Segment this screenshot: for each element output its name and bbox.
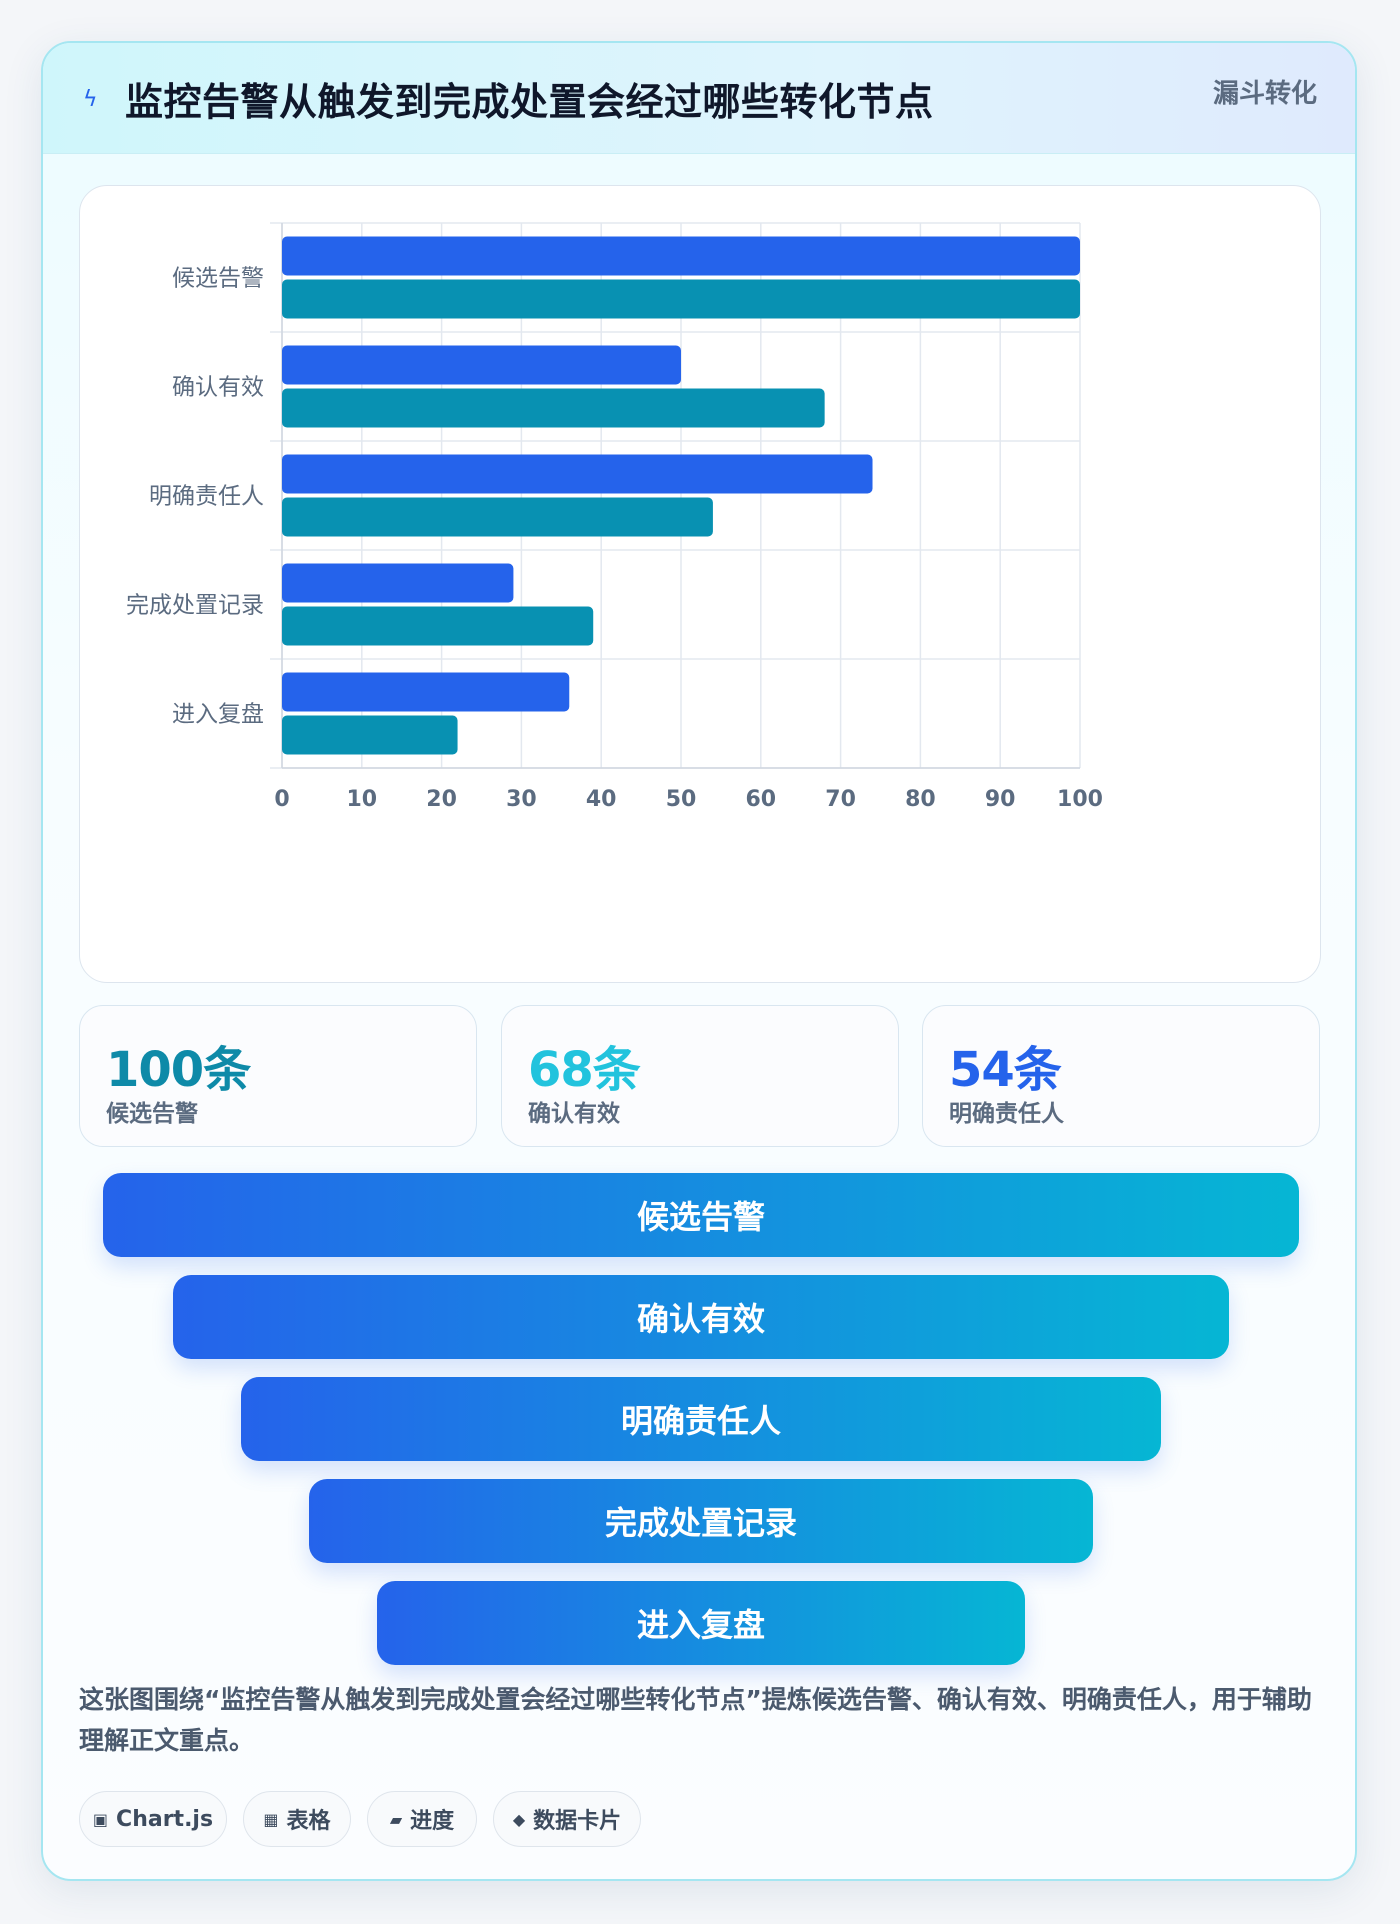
y-tick-label: 确认有效 (172, 375, 264, 401)
stat-card-owner: 54条 明确责任人 (922, 1005, 1320, 1147)
bar-1 (282, 563, 514, 603)
progress-icon: ▰ (389, 1809, 403, 1829)
x-tick-label: 100 (1057, 787, 1103, 812)
card-header: ϟ 监控告警从触发到完成处置会经过哪些转化节点 漏斗转化 (43, 43, 1355, 154)
funnel-stage: 进入复盘 (377, 1581, 1025, 1665)
x-tick-label: 70 (825, 787, 856, 812)
stat-label: 确认有效 (528, 1101, 620, 1127)
bar-1 (282, 345, 681, 385)
tag-label: 数据卡片 (533, 1809, 622, 1834)
chart-description: 这张图围绕“监控告警从触发到完成处置会经过哪些转化节点”提炼候选告警、确认有效、… (79, 1685, 1312, 1755)
funnel-stage: 明确责任人 (241, 1377, 1161, 1461)
lightning-icon: ϟ (83, 87, 98, 112)
x-tick-label: 60 (745, 787, 776, 812)
category-badge: 漏斗转化 (1212, 79, 1317, 109)
chart-panel: 候选告警确认有效明确责任人完成处置记录进入复盘 0 10 20 30 40 50 60 70 80… (79, 185, 1321, 983)
bar-1 (282, 454, 873, 494)
stat-card-confirmed: 68条 确认有效 (501, 1005, 899, 1147)
funnel-stage: 完成处置记录 (309, 1479, 1093, 1563)
stat-value: 100条 (106, 1042, 251, 1098)
diamond-icon: ◆ (512, 1809, 526, 1829)
x-tick-label: 90 (985, 787, 1016, 812)
bar-1 (282, 672, 570, 712)
funnel-stage: 候选告警 (103, 1173, 1299, 1257)
bar-2 (282, 606, 594, 646)
chart-icon: ▣ (92, 1809, 109, 1829)
y-tick-label: 进入复盘 (172, 702, 264, 728)
page-title: 监控告警从触发到完成处置会经过哪些转化节点 (125, 80, 934, 124)
table-icon: ▦ (263, 1809, 279, 1829)
y-tick-label: 候选告警 (172, 266, 264, 292)
x-tick-label: 10 (346, 787, 377, 812)
stat-card-candidate: 100条 候选告警 (79, 1005, 477, 1147)
bar-2 (282, 497, 713, 537)
stat-value: 68条 (528, 1042, 641, 1098)
bar-2 (282, 388, 825, 428)
chart-card: ϟ 监控告警从触发到完成处置会经过哪些转化节点 漏斗转化 候选告警 确认有效 明确责… (41, 41, 1357, 1881)
tag-chartjs[interactable]: ▣ Chart.js (79, 1791, 227, 1847)
tag-label: Chart.js (116, 1806, 214, 1832)
stat-label: 明确责任人 (949, 1101, 1064, 1127)
x-tick-label: 0 (274, 787, 289, 812)
y-tick-label: 完成处置记录 (126, 593, 264, 619)
stat-label: 候选告警 (106, 1101, 198, 1127)
x-tick-label: 20 (426, 787, 457, 812)
tag-table[interactable]: ▦ 表格 (243, 1791, 351, 1847)
y-tick-label: 明确责任人 (149, 484, 264, 510)
tag-data-card[interactable]: ◆ 数据卡片 (493, 1791, 641, 1847)
funnel-stage: 确认有效 (173, 1275, 1229, 1359)
bar-2 (282, 279, 1080, 319)
x-tick-label: 30 (506, 787, 537, 812)
x-tick-label: 80 (905, 787, 936, 812)
bar-2 (282, 715, 458, 755)
tag-label: 进度 (410, 1809, 455, 1834)
bar-1 (282, 236, 1080, 276)
tag-progress[interactable]: ▰ 进度 (367, 1791, 477, 1847)
x-tick-label: 40 (586, 787, 617, 812)
x-tick-label: 50 (666, 787, 697, 812)
stat-value: 54条 (949, 1042, 1062, 1098)
tag-label: 表格 (286, 1809, 331, 1834)
